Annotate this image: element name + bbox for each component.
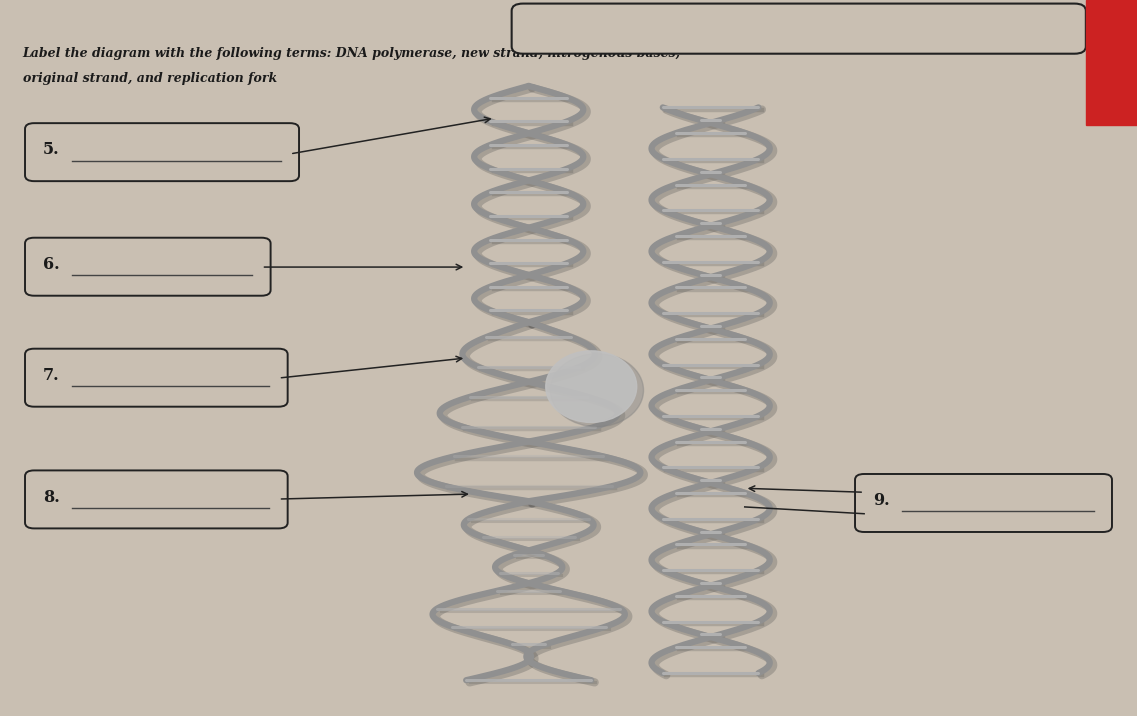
Text: 5.: 5. bbox=[43, 141, 60, 158]
Ellipse shape bbox=[550, 354, 644, 427]
Ellipse shape bbox=[546, 351, 637, 422]
FancyBboxPatch shape bbox=[512, 4, 1086, 54]
Text: 7.: 7. bbox=[43, 367, 60, 384]
Bar bbox=[1086, 0, 1137, 125]
Text: original strand, and replication fork: original strand, and replication fork bbox=[23, 72, 277, 84]
Text: 9.: 9. bbox=[873, 492, 890, 509]
Text: 8.: 8. bbox=[43, 488, 60, 505]
Text: Class _______ Date _______: Class _______ Date _______ bbox=[711, 19, 893, 34]
Text: 6.: 6. bbox=[43, 256, 60, 273]
Text: Label the diagram with the following terms: DNA polymerase, new strand, nitrogen: Label the diagram with the following ter… bbox=[23, 47, 681, 59]
